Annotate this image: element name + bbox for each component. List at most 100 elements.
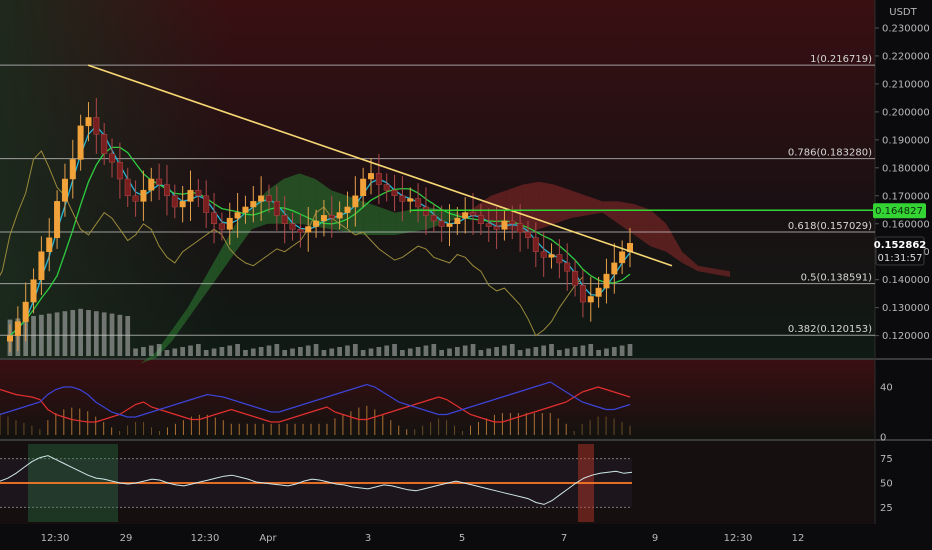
- osc2-tick-label: 75: [880, 454, 893, 465]
- volume-bar: [235, 344, 240, 356]
- price-axis[interactable]: 0.230000 0.220000 0.210000 0.200000 0.190000…: [875, 23, 930, 342]
- volume-bar: [86, 310, 91, 356]
- candle-body: [572, 271, 579, 286]
- price-tick-label: 0.190000: [882, 135, 930, 146]
- price-tick-label: 0.130000: [882, 303, 930, 314]
- volume-bar: [196, 344, 201, 356]
- cloud-segment: [187, 279, 204, 319]
- candle-body: [258, 195, 265, 202]
- time-tick-label: 29: [120, 533, 133, 544]
- volume-bar: [572, 347, 578, 356]
- fib-level-label: 0.5(0.138591): [801, 273, 873, 284]
- candle-body: [524, 231, 531, 238]
- candle-body: [336, 212, 343, 219]
- time-tick-label: 9: [652, 533, 658, 544]
- volume-bar: [164, 350, 170, 356]
- candle-body: [171, 195, 178, 208]
- volume-bar: [392, 344, 397, 356]
- oscillator2-pane: [0, 444, 633, 522]
- volume-bar: [619, 345, 625, 356]
- candle-body: [22, 301, 29, 322]
- volume-bar: [188, 345, 193, 356]
- volume-bar: [274, 344, 280, 356]
- candle-body: [415, 198, 422, 208]
- candle-body: [203, 195, 210, 213]
- candle-body: [30, 279, 37, 303]
- cloud-segment: [570, 190, 587, 219]
- candle-body: [7, 335, 13, 342]
- candle-body: [493, 226, 500, 230]
- cloud-segment: [442, 209, 459, 224]
- dmi-minus-line: [0, 381, 631, 418]
- cloud-segment: [315, 179, 332, 230]
- volume-bar: [541, 345, 547, 356]
- indicator-lines: [0, 124, 631, 337]
- volume-bar: [604, 348, 609, 356]
- candle-body: [391, 189, 398, 197]
- price-tick-label: 0.160000: [882, 219, 930, 230]
- osc1-tick-label: 40: [880, 383, 893, 394]
- volume-bar: [148, 345, 154, 356]
- trendline-line[interactable]: [87, 64, 673, 267]
- time-axis[interactable]: 12:30 29 12:30 Apr 3 5 7 9 12:30 12: [41, 533, 805, 544]
- cloud-segment: [698, 265, 715, 275]
- volume-bar: [611, 347, 617, 356]
- currency-label-text: USDT: [889, 7, 917, 18]
- candle-body: [163, 184, 170, 197]
- last-price-badge: 0.152862 01:31:57: [874, 236, 927, 266]
- volume-bar: [290, 348, 295, 356]
- currency-label: USDT: [889, 7, 917, 18]
- time-tick-label: 12: [792, 533, 805, 544]
- time-tick-label: 12:30: [41, 533, 70, 544]
- cloud-segment: [650, 209, 667, 252]
- cloud-segment: [714, 268, 730, 277]
- cloud-segment: [363, 201, 380, 235]
- candle-body: [77, 125, 84, 160]
- price-tick-label: 0.180000: [882, 163, 930, 174]
- candle-body: [399, 195, 406, 202]
- volume-bar: [509, 344, 515, 356]
- candle-body: [352, 195, 359, 208]
- candle-body: [501, 220, 508, 230]
- candle-body: [611, 262, 618, 275]
- cloud-segment: [682, 251, 699, 272]
- candle-body: [195, 189, 202, 197]
- last-price-text: 0.152862: [874, 240, 927, 251]
- osc1-tick-label: 0: [880, 433, 886, 444]
- candle-body: [54, 201, 61, 238]
- candle-body: [140, 189, 147, 202]
- candle-body: [320, 215, 327, 222]
- candle-body: [109, 153, 116, 163]
- candle-body: [619, 251, 626, 264]
- candle-body: [46, 237, 53, 252]
- osc2-tick-label: 25: [880, 503, 893, 514]
- trendline[interactable]: [87, 64, 673, 267]
- volume-bar: [305, 345, 311, 356]
- oscillator1-pane: [0, 381, 631, 435]
- volume-bar: [93, 311, 99, 356]
- dmi-plus-line: [0, 386, 631, 423]
- volume-bar: [329, 348, 335, 356]
- fibonacci-levels: 1(0.216719) 0.786(0.183280) 0.618(0.157029…: [0, 54, 875, 336]
- cloud-segment: [506, 184, 523, 233]
- candle-body: [124, 178, 131, 197]
- time-tick-label: Apr: [259, 533, 277, 544]
- candle-body: [595, 287, 602, 297]
- volume-bar: [337, 347, 342, 356]
- candle-body: [313, 220, 320, 227]
- volume-bar: [384, 345, 390, 356]
- cloud-segment: [171, 307, 188, 342]
- price-tick-label: 0.120000: [882, 331, 930, 342]
- candle-body: [556, 254, 563, 264]
- candle-body: [85, 117, 92, 127]
- volume-bar: [156, 344, 162, 356]
- price-tick-label: 0.200000: [882, 107, 930, 118]
- time-axis-background: [0, 524, 875, 550]
- volume-bar: [203, 350, 209, 356]
- candle-body: [454, 217, 461, 224]
- cloud-segment: [602, 201, 619, 224]
- candle-body: [69, 159, 76, 180]
- candle-body: [564, 262, 571, 272]
- candle-body: [579, 285, 586, 303]
